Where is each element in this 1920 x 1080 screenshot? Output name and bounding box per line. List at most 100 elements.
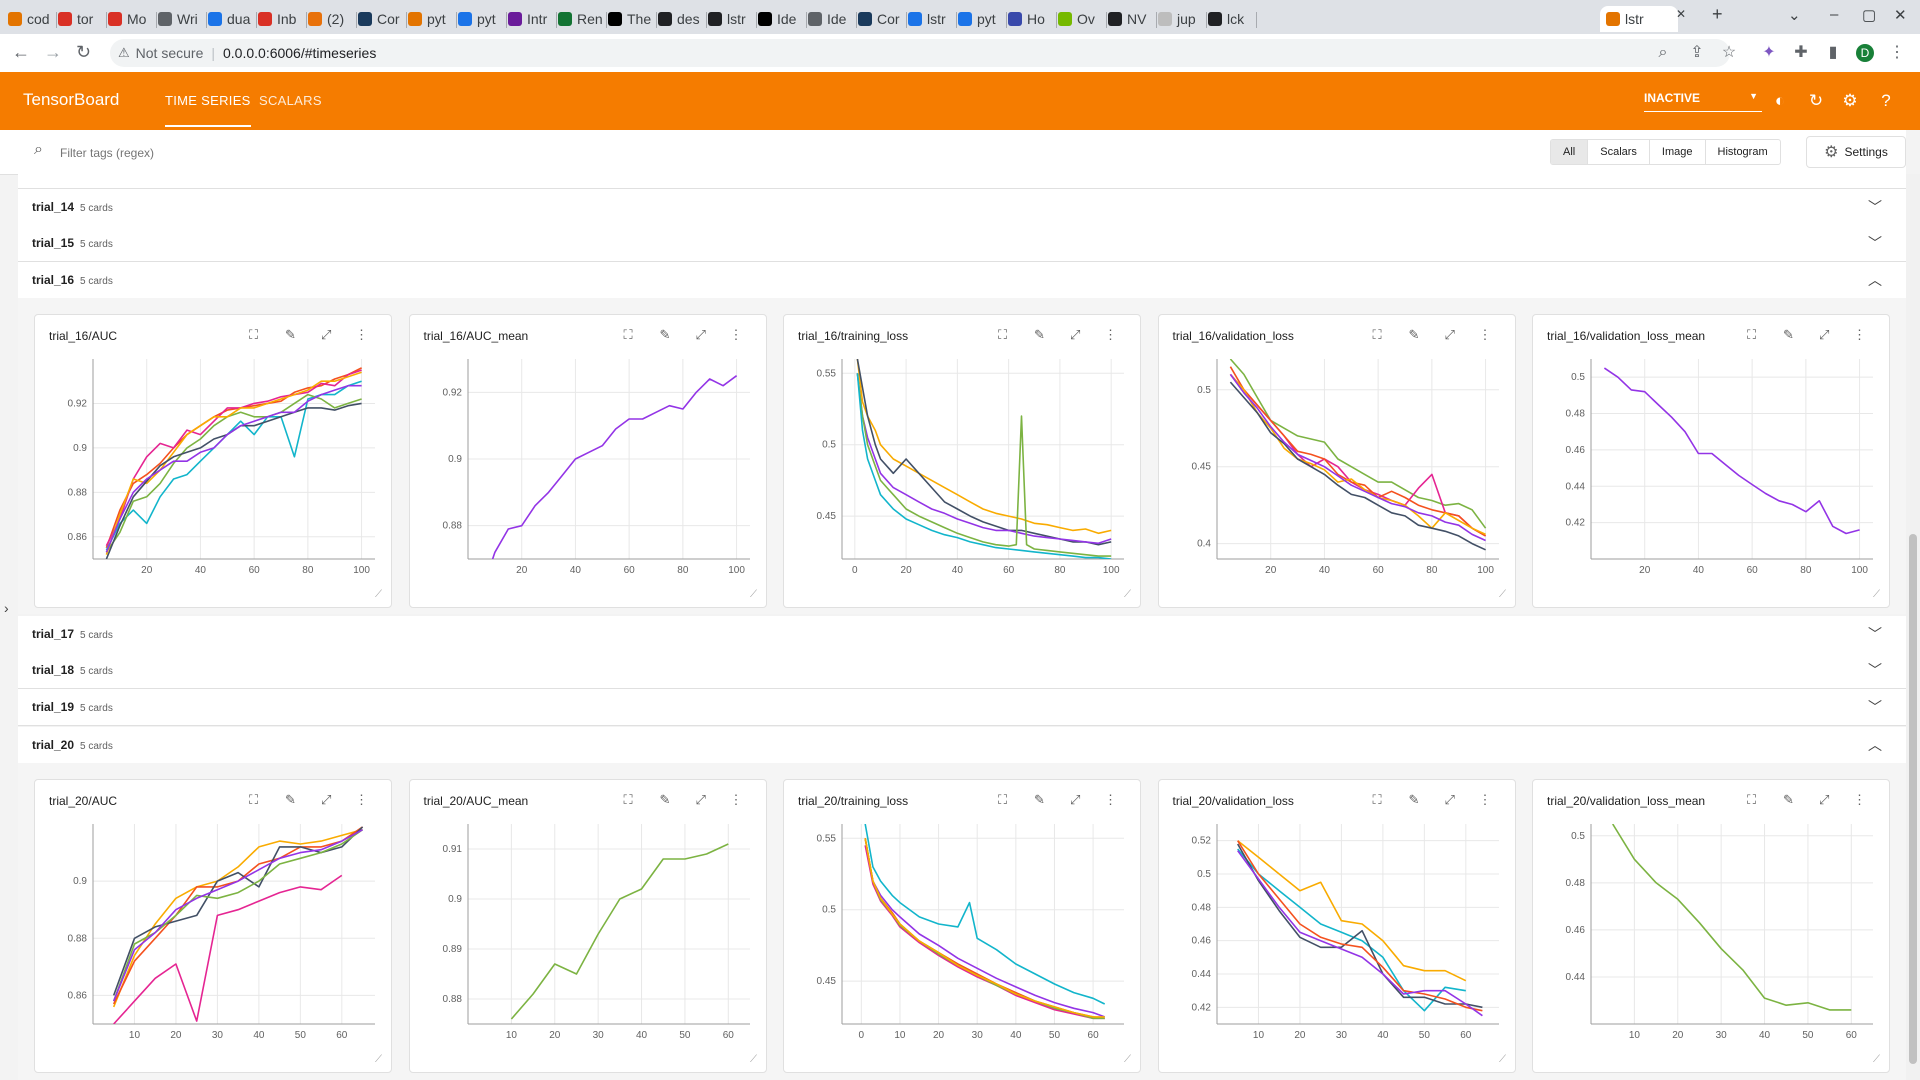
browser-tab[interactable]: Ho [1008, 6, 1052, 32]
fullscreen-icon[interactable]: ⤢ [1444, 327, 1455, 342]
group-header[interactable]: trial_18 5 cards ﹀ [18, 652, 1906, 689]
line-chart[interactable]: 10 20 30 40 50 60 0.88 0.89 0.9 0.91 ⟋ [410, 780, 766, 1072]
expand-sidebar-icon[interactable]: › [4, 600, 9, 616]
browser-tab[interactable]: (2) [308, 6, 352, 32]
fit-domain-icon[interactable]: ⛶ [1372, 327, 1382, 342]
browser-tab[interactable]: pyt [458, 6, 502, 32]
pin-icon[interactable]: ✎ [285, 792, 296, 807]
bookmark-star-icon[interactable]: ☆ [1721, 44, 1737, 61]
browser-tab[interactable]: Wri [158, 6, 202, 32]
share-icon[interactable]: ⇪ [1690, 44, 1704, 61]
pin-icon[interactable]: ✎ [1408, 792, 1420, 807]
more-options-icon[interactable]: ⋮ [1104, 327, 1117, 342]
fit-domain-icon[interactable]: ⛶ [998, 792, 1008, 807]
group-header[interactable]: trial_16 5 cards ︿ [18, 262, 1906, 299]
browser-tab[interactable]: lstr [908, 6, 952, 32]
group-header[interactable]: trial_19 5 cards ﹀ [18, 689, 1906, 726]
line-chart[interactable]: 20 40 60 80 100 0.86 0.88 0.9 0.92 ⟋ [35, 315, 391, 607]
line-chart[interactable]: 0 10 20 30 40 50 60 0.45 0.5 0.55 ⟋ [784, 780, 1140, 1072]
fullscreen-icon[interactable]: ⤢ [695, 792, 706, 807]
profile-avatar[interactable]: D [1856, 44, 1874, 62]
browser-tab[interactable]: des [658, 6, 702, 32]
chevron-down-icon[interactable]: ﹀ [1868, 699, 1882, 715]
group-header[interactable]: trial_17 5 cards ﹀ [18, 616, 1906, 653]
zoom-icon[interactable]: ⌕ [1658, 44, 1668, 61]
fullscreen-icon[interactable]: ⤢ [1819, 792, 1830, 807]
more-options-icon[interactable]: ⋮ [729, 327, 743, 342]
chevron-down-icon[interactable]: ﹀ [1868, 662, 1882, 678]
fullscreen-icon[interactable]: ⤢ [1070, 792, 1081, 807]
refresh-icon[interactable]: ↻ [1808, 91, 1824, 110]
pin-icon[interactable]: ✎ [659, 792, 671, 807]
resize-handle-icon[interactable]: ⟋ [1499, 589, 1506, 600]
chevron-down-icon[interactable]: ﹀ [1868, 235, 1882, 251]
resize-handle-icon[interactable]: ⟋ [375, 589, 382, 600]
close-window-icon[interactable]: ✕ [1894, 7, 1907, 24]
pin-icon[interactable]: ✎ [1034, 327, 1045, 342]
fit-domain-icon[interactable]: ⛶ [249, 327, 259, 342]
more-options-icon[interactable]: ⋮ [1853, 792, 1866, 807]
side-panel-icon[interactable]: ▮ [1828, 44, 1838, 61]
pin-icon[interactable]: ✎ [1034, 792, 1045, 807]
line-chart[interactable]: 20 40 60 80 100 0.88 0.9 0.92 ⟋ [410, 315, 766, 607]
fullscreen-icon[interactable]: ⤢ [695, 327, 706, 342]
more-options-icon[interactable]: ⋮ [1478, 792, 1492, 807]
browser-tab[interactable]: lck [1208, 6, 1252, 32]
type-histogram-button[interactable]: Histogram [1704, 140, 1780, 164]
close-tab-icon[interactable]: ✕ [1676, 7, 1687, 21]
browser-tab[interactable]: Ide [758, 6, 802, 32]
type-scalars-button[interactable]: Scalars [1587, 140, 1649, 164]
restore-icon[interactable]: ▢ [1862, 7, 1877, 24]
browser-tab[interactable]: tor [58, 6, 102, 32]
fullscreen-icon[interactable]: ⤢ [1444, 792, 1455, 807]
extension-icon[interactable]: ✦ [1762, 44, 1776, 61]
browser-tab[interactable]: The [608, 6, 652, 32]
more-options-icon[interactable]: ⋮ [1104, 792, 1117, 807]
tab-time-series[interactable]: TIME SERIES [165, 93, 251, 127]
group-header[interactable]: trial_15 5 cards ﹀ [18, 225, 1906, 262]
help-icon[interactable]: ? [1881, 91, 1891, 110]
browser-tab[interactable]: Cor [358, 6, 402, 32]
fit-domain-icon[interactable]: ⛶ [998, 327, 1008, 342]
fullscreen-icon[interactable]: ⤢ [321, 792, 332, 807]
fit-domain-icon[interactable]: ⛶ [1372, 792, 1382, 807]
menu-icon[interactable]: ⋮ [1889, 44, 1905, 61]
more-options-icon[interactable]: ⋮ [355, 792, 368, 807]
resize-handle-icon[interactable]: ⟋ [375, 1054, 382, 1065]
browser-tab[interactable]: Inb [258, 6, 302, 32]
browser-tab[interactable]: Ren [558, 6, 602, 32]
fit-domain-icon[interactable]: ⛶ [623, 327, 633, 342]
fit-domain-icon[interactable]: ⛶ [1747, 327, 1757, 342]
line-chart[interactable]: 10 20 30 40 50 60 0.86 0.88 0.9 ⟋ [35, 780, 391, 1072]
browser-tab[interactable]: Mo [108, 6, 152, 32]
fullscreen-icon[interactable]: ⤢ [1070, 327, 1081, 342]
resize-handle-icon[interactable]: ⟋ [1124, 1054, 1131, 1065]
line-chart[interactable]: 10 20 30 40 50 60 0.42 0.44 0.46 0.48 0.5 0.52 ⟋ [1159, 780, 1515, 1072]
pin-icon[interactable]: ✎ [659, 327, 671, 342]
browser-tab[interactable]: lstr [1600, 6, 1678, 32]
line-chart[interactable]: 0 20 40 60 80 100 0.45 0.5 0.55 ⟋ [784, 315, 1140, 607]
chevron-down-icon[interactable]: ﹀ [1868, 626, 1882, 642]
browser-tab[interactable]: Intr [508, 6, 552, 32]
tab-search-icon[interactable]: ⌄ [1788, 7, 1801, 24]
line-chart[interactable]: 20 40 60 80 100 0.4 0.45 0.5 ⟋ [1159, 315, 1515, 607]
line-chart[interactable]: 20 40 60 80 100 0.42 0.44 0.46 0.48 0.5 ⟋ [1533, 315, 1889, 607]
forward-icon[interactable]: → [44, 42, 62, 62]
resize-handle-icon[interactable]: ⟋ [1873, 1054, 1880, 1065]
pin-icon[interactable]: ✎ [1783, 792, 1794, 807]
minimize-icon[interactable]: – [1830, 6, 1839, 23]
group-header[interactable]: trial_20 5 cards ︿ [18, 727, 1906, 764]
browser-tab[interactable]: Ide [808, 6, 852, 32]
group-header[interactable]: trial_14 5 cards ﹀ [18, 189, 1906, 226]
browser-tab[interactable]: pyt [408, 6, 452, 32]
browser-tab[interactable]: dua [208, 6, 252, 32]
more-options-icon[interactable]: ⋮ [1478, 327, 1492, 342]
settings-gear-icon[interactable]: ⚙ [1842, 91, 1858, 110]
address-bar[interactable]: ⚠ Not secure | 0.0.0.0:6006/#timeseries [110, 39, 1730, 67]
settings-button[interactable]: ⚙ Settings [1806, 136, 1906, 168]
more-options-icon[interactable]: ⋮ [1853, 327, 1866, 342]
browser-tab[interactable]: lstr [708, 6, 752, 32]
type-image-button[interactable]: Image [1648, 140, 1705, 164]
tab-scalars[interactable]: SCALARS [259, 93, 322, 108]
browser-tab[interactable]: Ov [1058, 6, 1102, 32]
